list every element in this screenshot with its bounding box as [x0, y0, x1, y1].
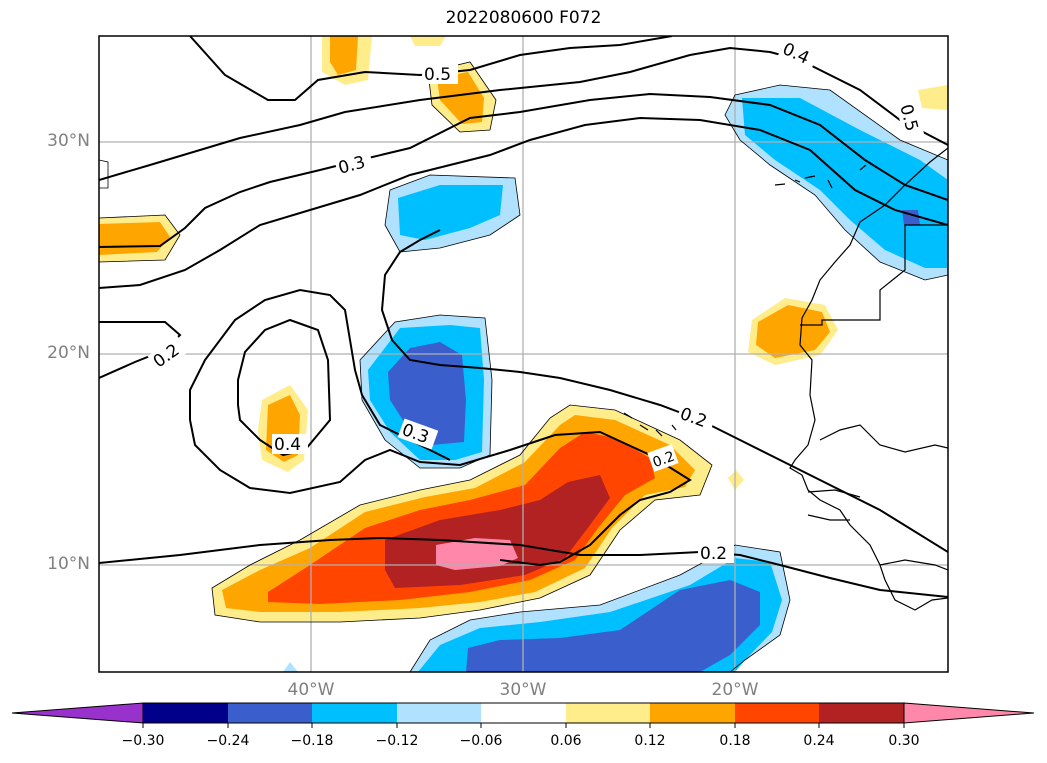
colorbar: [11, 702, 1035, 728]
colorbar-tick-label: −0.18: [290, 733, 334, 749]
contour-label: 0.5: [895, 102, 921, 133]
colorbar-extend-high: [903, 702, 1035, 724]
colorbar-swatch: [228, 703, 312, 723]
map-title: 2022080600 F072: [445, 8, 602, 28]
colorbar-tick-label: 0.30: [888, 733, 920, 749]
colorbar-swatch: [481, 703, 566, 723]
lon-label-20w: 20°W: [711, 680, 759, 700]
colorbar-swatch: [735, 703, 819, 723]
colorbar-tick-label: −0.30: [121, 733, 165, 749]
colorbar-swatch: [650, 703, 735, 723]
plot-frame: [98, 35, 949, 673]
contour-label: 0.3: [336, 152, 367, 178]
colorbar-swatch: [566, 703, 650, 723]
colorbar-tick-label: 0.12: [634, 733, 666, 749]
contour-lines: [99, 36, 948, 672]
colorbar-tick-label: 0.06: [550, 733, 582, 749]
lat-label-30n: 30°N: [47, 131, 90, 151]
colorbar-tick-label: −0.12: [375, 733, 419, 749]
colorbar-swatch: [397, 703, 481, 723]
contour-label: 0.4: [274, 435, 301, 455]
contour-label: 0.2: [651, 449, 677, 472]
contour-label: 0.2: [700, 544, 727, 564]
colorbar-tick-label: −0.06: [459, 733, 503, 749]
contour-label: 0.5: [424, 65, 451, 85]
lon-label-40w: 40°W: [287, 680, 335, 700]
colorbar-extend-low: [11, 702, 144, 724]
colorbar-swatch: [143, 703, 228, 723]
lat-label-20n: 20°N: [47, 343, 90, 363]
lat-label-10n: 10°N: [47, 554, 90, 574]
shaded-anomalies: 0.5 0.4 0.5 0.3 0.2 0.4 0.3 0.2 0.2 0.2: [99, 36, 948, 672]
colorbar-swatch: [819, 703, 904, 723]
colorbar-tick-label: −0.24: [206, 733, 250, 749]
colorbar-swatch: [312, 703, 397, 723]
lon-label-30w: 30°W: [499, 680, 547, 700]
colorbar-tick-label: 0.24: [803, 733, 835, 749]
colorbar-tick-label: 0.18: [719, 733, 751, 749]
contour-label-group: 0.5 0.4 0.5 0.3 0.2 0.4 0.3 0.2 0.2 0.2: [147, 38, 925, 564]
